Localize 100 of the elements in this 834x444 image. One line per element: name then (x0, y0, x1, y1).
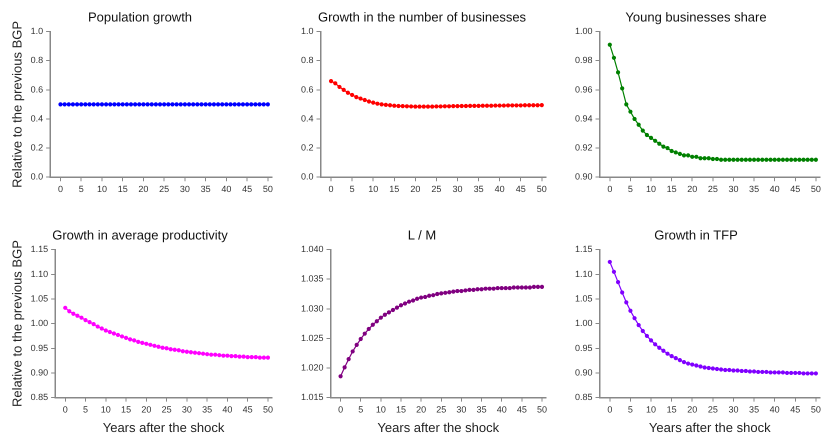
point (484, 104, 490, 108)
point (417, 104, 422, 109)
point (184, 350, 189, 354)
x-tick-label: 30 (728, 184, 738, 194)
y-tick-label: 0.2 (30, 142, 44, 153)
point (764, 370, 769, 374)
point (694, 154, 698, 159)
y-tick-label: 1.040 (300, 244, 324, 254)
x-tick-label: 30 (728, 404, 738, 414)
y-tick-label: 1.15 (574, 244, 593, 254)
point (471, 288, 476, 292)
x-tick-label: 15 (666, 184, 677, 194)
point (735, 368, 740, 373)
x-tick-label: 0 (62, 404, 68, 414)
x-tick-label: 20 (141, 404, 152, 414)
point (100, 326, 104, 331)
point (686, 361, 690, 366)
point (731, 158, 736, 162)
y-tick-label: 1.0 (300, 26, 314, 36)
point (258, 356, 262, 360)
x-tick-label: 30 (182, 404, 192, 414)
x-tick-label: 10 (368, 184, 378, 194)
y-tick-label: 1.00 (574, 26, 593, 36)
point (337, 84, 342, 90)
point (112, 331, 116, 336)
point (653, 342, 658, 346)
y-tick-label: 1.020 (300, 362, 324, 372)
point (665, 352, 670, 356)
chart-title: Growth in TFP (654, 227, 738, 242)
point (661, 348, 666, 353)
point (394, 306, 400, 310)
point (702, 365, 707, 370)
x-tick-label: 40 (222, 404, 232, 414)
point (366, 99, 372, 104)
point (132, 338, 136, 342)
x-tick-label: 40 (770, 404, 780, 414)
point (776, 158, 781, 162)
point (375, 102, 380, 106)
point (632, 116, 637, 122)
y-tick-label: 0.94 (574, 113, 593, 124)
point (674, 356, 678, 360)
point (714, 156, 720, 162)
point (801, 371, 806, 376)
point (784, 370, 790, 376)
point (806, 371, 810, 376)
point (350, 92, 354, 98)
point (172, 348, 177, 352)
x-tick-label: 35 (476, 404, 487, 414)
point (628, 110, 633, 114)
point (443, 290, 448, 295)
y-axis-title: Relative to the previous BGP (9, 20, 24, 188)
point (380, 102, 384, 106)
x-axis-title: Years after the shock (648, 420, 772, 435)
point (358, 336, 363, 342)
point (797, 370, 802, 376)
y-axis-title: Relative to the previous BGP (9, 240, 24, 408)
point (496, 286, 500, 290)
point (358, 96, 363, 101)
point (400, 104, 405, 108)
point (506, 103, 510, 108)
point (459, 288, 464, 294)
point (378, 316, 383, 320)
point (87, 320, 92, 324)
point (455, 288, 460, 294)
point (772, 158, 777, 162)
point (346, 357, 351, 362)
point (723, 158, 728, 162)
point (764, 158, 769, 162)
point (731, 368, 736, 373)
point (727, 158, 732, 162)
point (371, 100, 376, 105)
x-tick-label: 15 (121, 404, 132, 414)
point (396, 104, 401, 108)
point (636, 122, 641, 127)
point (409, 104, 414, 109)
y-tick-label: 0.96 (574, 84, 593, 94)
point (333, 81, 338, 86)
x-tick-label: 5 (358, 404, 364, 414)
y-tick-label: 0.6 (300, 84, 314, 94)
x-tick-label: 35 (202, 404, 212, 414)
point (479, 287, 484, 292)
point (780, 158, 786, 162)
point (520, 285, 524, 290)
point (221, 354, 226, 358)
point (427, 294, 432, 298)
point (806, 158, 810, 162)
point (527, 103, 532, 108)
point (217, 353, 222, 358)
point (797, 158, 802, 162)
x-axis-title: Years after the shock (377, 420, 500, 435)
x-tick-label: 0 (328, 184, 334, 194)
point (168, 347, 173, 352)
point (690, 154, 694, 159)
point (522, 103, 528, 108)
point (148, 342, 152, 347)
point (328, 79, 334, 84)
point (67, 309, 72, 314)
point (192, 350, 198, 355)
x-tick-label: 10 (96, 184, 107, 194)
point (524, 285, 528, 290)
